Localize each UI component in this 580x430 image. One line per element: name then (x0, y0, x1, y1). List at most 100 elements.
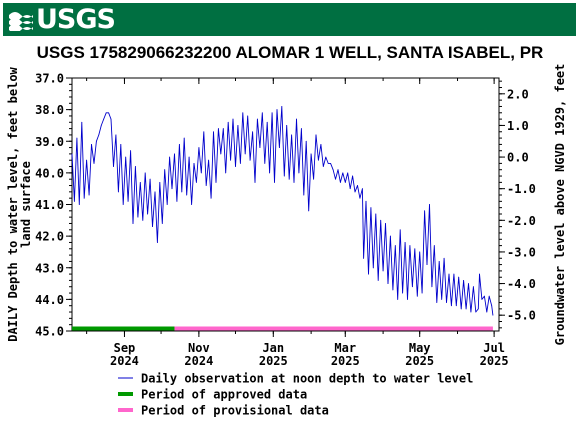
data-point (196, 182, 197, 183)
data-point (149, 178, 151, 180)
data-point (110, 118, 112, 120)
data-point (382, 270, 384, 272)
data-point (132, 223, 134, 224)
data-point (166, 204, 168, 205)
x-tick-label-year: 2025 (331, 354, 360, 368)
data-point (86, 159, 87, 161)
data-point (186, 194, 188, 196)
data-point (286, 125, 288, 126)
data-point (249, 159, 251, 161)
y-left-tick-label: 45.0 (35, 325, 64, 339)
data-point (179, 144, 180, 145)
data-point (247, 115, 249, 117)
data-point (274, 182, 275, 183)
y-right-tick-label: 2.0 (507, 87, 529, 101)
data-point (100, 125, 102, 126)
data-point (91, 144, 92, 145)
data-point (240, 163, 241, 164)
usgs-logo-text: USGS (36, 4, 116, 35)
y-left-axis-label-line2: land surface (19, 161, 33, 248)
x-tick-label-month: Mar (334, 341, 356, 355)
y-right-tick-label: -5.0 (507, 309, 536, 323)
data-point (293, 182, 295, 183)
data-point (164, 169, 166, 171)
data-point (269, 172, 270, 174)
y-right-tick-label: -3.0 (507, 245, 536, 259)
data-point (144, 172, 146, 174)
data-point (477, 308, 479, 310)
data-point (125, 156, 127, 158)
data-point (354, 191, 356, 193)
data-point (227, 121, 229, 123)
data-point (363, 257, 364, 259)
data-point (213, 131, 214, 133)
data-point (301, 128, 302, 130)
data-point (81, 121, 83, 123)
data-point (402, 292, 403, 294)
data-point (105, 112, 107, 114)
data-point (296, 118, 297, 120)
data-point (465, 308, 467, 310)
data-point (291, 134, 292, 136)
data-point (118, 191, 119, 193)
data-point (455, 305, 457, 307)
data-point (115, 134, 117, 136)
plot-frame (71, 77, 500, 332)
data-point (261, 112, 263, 114)
data-point (78, 204, 80, 205)
y-right-tick-label: -1.0 (507, 182, 536, 196)
data-point (429, 204, 430, 205)
data-point (438, 261, 440, 262)
y-right-tick-label: 1.0 (507, 119, 529, 133)
x-tick-label-month: Jul (483, 341, 505, 355)
data-point (460, 308, 462, 310)
x-tick-label-month: May (409, 341, 431, 355)
data-point (426, 264, 428, 265)
data-point (281, 106, 283, 107)
data-point (387, 283, 389, 284)
data-point (71, 153, 73, 155)
x-tick-label-year: 2024 (110, 354, 139, 368)
usgs-banner: USGS (3, 3, 576, 36)
data-point (446, 302, 447, 303)
data-point (368, 273, 369, 275)
data-point (315, 134, 317, 136)
data-point (359, 197, 361, 199)
data-point (142, 219, 144, 221)
data-point (453, 273, 455, 275)
y-right-tick-label: -2.0 (507, 214, 536, 228)
data-point (397, 299, 399, 300)
data-point (385, 223, 386, 224)
y-left-axis-label-line1: DAILY Depth to water level, feet below (6, 66, 20, 341)
data-point (433, 245, 435, 247)
data-point (479, 273, 480, 275)
data-point (458, 276, 460, 278)
y-left-tick-label: 38.0 (35, 103, 64, 117)
data-point (147, 213, 149, 215)
data-point (176, 200, 178, 202)
data-point (330, 163, 331, 164)
x-tick-label-year: 2025 (259, 354, 288, 368)
data-point (222, 128, 224, 130)
data-point (488, 295, 490, 297)
data-point (74, 200, 75, 202)
data-point (188, 156, 190, 158)
data-point (436, 302, 438, 303)
y-left-tick-label: 44.0 (35, 293, 64, 307)
y-left-tick-label: 43.0 (35, 261, 64, 275)
x-tick-label-month: Jan (262, 341, 284, 355)
data-point (470, 311, 472, 313)
y-right-tick-label: -4.0 (507, 277, 536, 291)
data-point (421, 292, 423, 294)
data-point (347, 172, 349, 174)
data-point (120, 144, 122, 145)
usgs-wave-icon (9, 12, 33, 31)
data-point (335, 178, 336, 180)
data-point (451, 305, 452, 307)
data-point (191, 204, 193, 205)
data-point (414, 248, 416, 250)
data-point (468, 283, 469, 284)
data-point (473, 286, 474, 288)
data-point (320, 144, 322, 145)
data-point (171, 188, 173, 190)
